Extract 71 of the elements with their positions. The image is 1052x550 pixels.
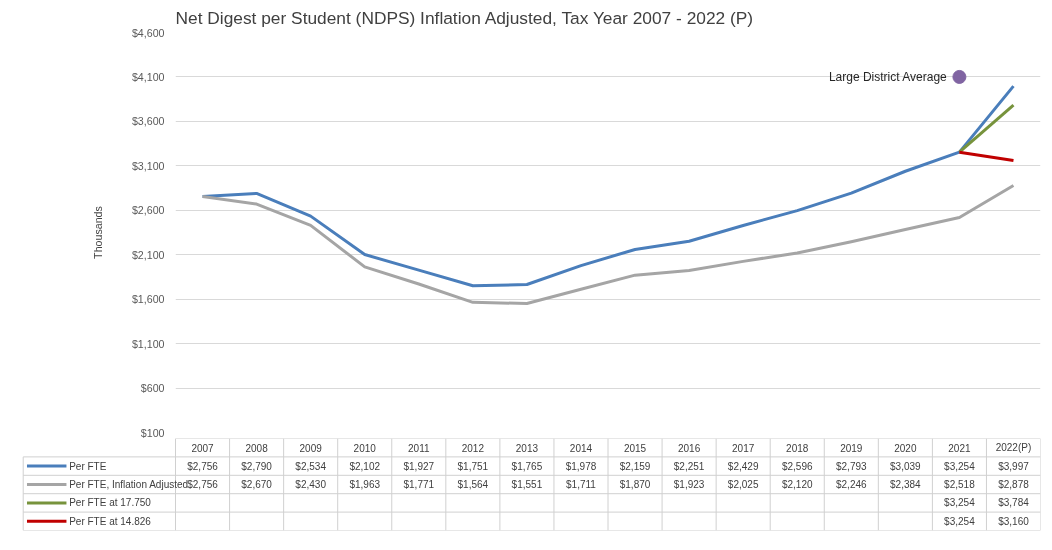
data-label: $1,963: [349, 479, 381, 490]
x-tick-label: 2016: [677, 442, 701, 454]
data-label: $1,923: [673, 479, 705, 490]
x-tick-label: 2017: [732, 442, 755, 454]
x-tick-label: 2008: [245, 442, 269, 454]
data-label: $3,254: [944, 460, 976, 472]
y-tick-label: $1,100: [131, 337, 165, 350]
y-tick-label: $2,100: [131, 248, 165, 261]
data-label: $3,997: [998, 460, 1030, 472]
data-label: $1,551: [511, 479, 543, 490]
x-tick-label: 2019: [840, 442, 863, 454]
data-label: $2,102: [349, 460, 381, 472]
data-label: $1,978: [565, 460, 597, 472]
data-label: $3,160: [998, 515, 1030, 527]
x-tick-label: 2009: [299, 442, 323, 454]
data-label: $2,756: [187, 479, 219, 490]
data-label: $2,384: [890, 479, 922, 490]
data-label: $2,534: [295, 460, 327, 472]
legend-label: Per FTE, Inflation Adjusted: [69, 479, 189, 490]
x-tick-label: 2021: [948, 442, 971, 454]
legend-label: Per FTE at 14.826: [69, 515, 152, 527]
x-tick-label: 2007: [191, 442, 215, 454]
data-label: $1,765: [511, 460, 543, 472]
y-tick-label: $3,600: [131, 115, 165, 128]
x-tick-label: 2015: [623, 442, 647, 454]
legend-label: Per FTE at 17.750: [69, 497, 152, 509]
data-label: $3,784: [998, 497, 1030, 509]
data-label: $2,790: [241, 460, 273, 472]
chart-title: Net Digest per Student (NDPS) Inflation Adjusted, Tax Year 2007 - 2022 (P): [175, 7, 754, 28]
data-label: $2,430: [295, 479, 327, 490]
data-label: $2,596: [781, 460, 813, 472]
x-tick-label: 2012: [461, 442, 485, 454]
data-label: $2,756: [187, 460, 219, 472]
x-tick-label: 2022(P): [995, 442, 1032, 454]
y-tick-label: $4,100: [131, 70, 165, 83]
x-tick-label: 2011: [408, 442, 430, 454]
data-label: $2,518: [944, 479, 976, 490]
y-axis-title: Thousands: [91, 206, 104, 259]
x-tick-label: 2014: [569, 442, 593, 454]
data-label: $1,771: [403, 479, 435, 490]
y-tick-label: $4,600: [131, 26, 165, 39]
data-label: $2,793: [835, 460, 868, 472]
data-label: $2,251: [673, 460, 705, 472]
line-series: [201, 84, 1015, 288]
data-label: $2,246: [835, 479, 868, 490]
data-label: $2,025: [727, 479, 759, 490]
y-tick-label: $600: [140, 382, 165, 395]
data-label: $1,927: [403, 460, 435, 472]
y-tick-label: $2,600: [131, 204, 165, 217]
y-tick-label: $1,600: [131, 293, 165, 306]
series-label: Large District Average: [828, 69, 948, 84]
data-label: $1,751: [457, 460, 489, 472]
line-series: [201, 184, 1015, 306]
data-label: $2,159: [619, 460, 651, 472]
data-label: $3,254: [944, 497, 976, 509]
y-tick-label: $100: [140, 426, 165, 439]
x-tick-label: 2018: [786, 442, 809, 454]
data-label: $2,429: [727, 460, 759, 472]
x-tick-label: 2010: [353, 442, 377, 454]
x-tick-label: 2013: [515, 442, 539, 454]
data-label: $2,670: [241, 479, 273, 490]
y-tick-label: $3,100: [131, 159, 165, 172]
data-label: $3,039: [890, 460, 922, 472]
data-label: $2,878: [998, 479, 1030, 490]
legend-label: Per FTE: [69, 460, 107, 472]
data-label: $3,254: [944, 515, 976, 527]
x-tick-label: 2020: [894, 442, 917, 454]
data-label: $1,870: [619, 479, 651, 490]
data-label: $1,564: [457, 479, 489, 490]
data-label: $1,711: [566, 479, 597, 490]
data-label: $2,120: [781, 479, 813, 490]
